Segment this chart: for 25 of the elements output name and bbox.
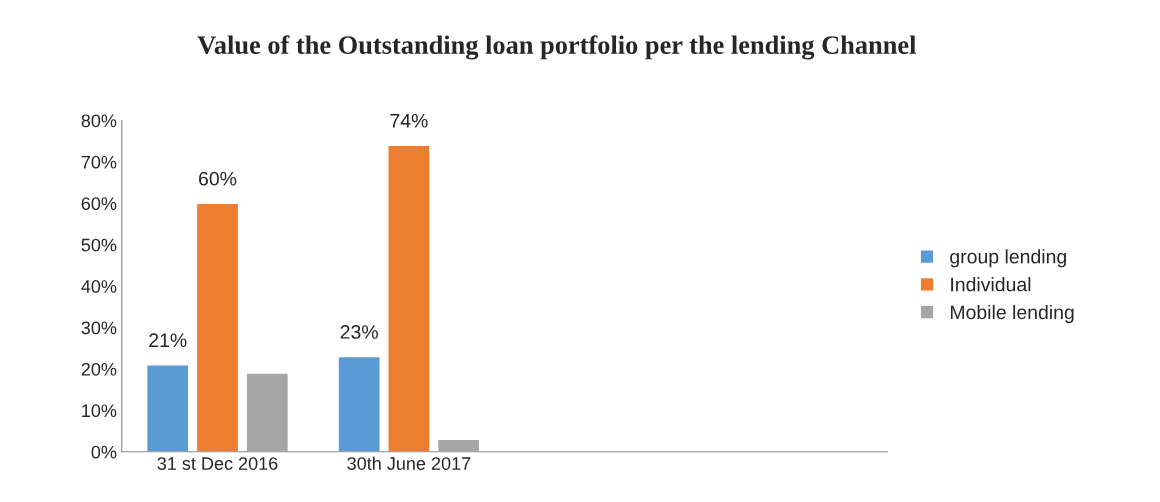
data-label: 21% — [149, 333, 187, 348]
y-tick-label: 60% — [81, 197, 117, 211]
y-tick-label: 30% — [81, 321, 117, 335]
legend-label: group lending — [950, 249, 1066, 268]
bar — [195, 202, 240, 452]
legend-label: Individual — [951, 277, 1031, 292]
x-tick-label: 31 st Dec 2016 — [157, 457, 278, 470]
x-tick-label: 30th June 2017 — [347, 456, 471, 470]
legend-label: Mobile lending — [950, 304, 1074, 324]
data-label: 23% — [340, 325, 378, 339]
y-tick-label: 0% — [91, 445, 117, 459]
y-tick-label: 80% — [81, 114, 117, 128]
chart-title: Value of the Outstanding loan portfolio per the lending Channel — [197, 35, 916, 60]
data-label: 60% — [199, 171, 237, 186]
y-tick-label: 10% — [82, 404, 117, 418]
y-tick-label: 40% — [81, 280, 117, 293]
y-tick-label: 70% — [81, 155, 117, 169]
bar — [337, 355, 381, 452]
y-tick-label: 50% — [81, 238, 117, 252]
y-tick-label: 20% — [81, 362, 117, 376]
bar — [245, 372, 290, 452]
bar — [387, 144, 431, 452]
data-label: 74% — [390, 113, 428, 128]
bar — [436, 438, 481, 452]
bar — [145, 364, 190, 452]
